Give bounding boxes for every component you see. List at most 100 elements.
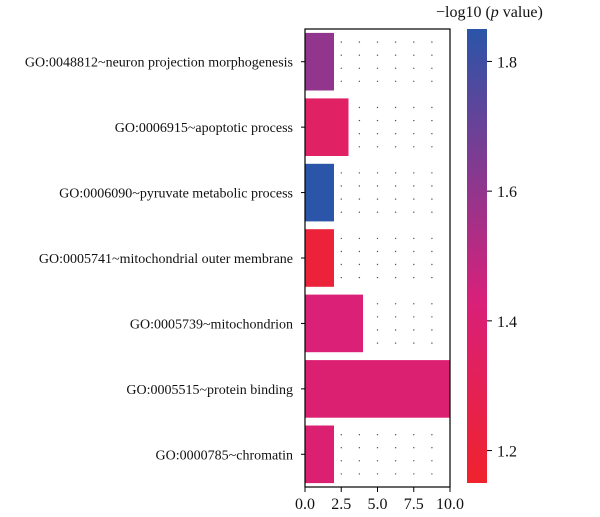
grid-dot [431,133,433,135]
grid-dot [340,263,342,266]
grid-dot [394,460,397,462]
colorbar-ticks: 1.2 1.4 1.6 1.8 [487,54,517,461]
grid-dot [340,276,342,279]
grid-dot [413,133,415,135]
grid-dot [431,106,433,109]
grid-dot [431,80,433,83]
grid-dot [358,237,361,240]
grid-dot [394,54,397,56]
grid-dot [376,460,379,462]
grid-dot [376,80,379,83]
colorbar: 1.2 1.4 1.6 1.8 −log10 (p value) [436,4,543,483]
bar [305,360,450,418]
bar [305,294,363,353]
grid-dot [431,329,433,331]
colorbar-tick-label: 1.4 [497,314,517,331]
grid-dot [431,67,433,70]
grid-dot [376,447,379,449]
grid-dot [376,316,379,318]
grid-dot [358,172,361,174]
grid-dot [394,106,397,109]
grid-dot [413,54,415,56]
grid-dot [413,106,415,109]
grid-dot [358,54,361,56]
grid-dot [394,250,397,253]
grid-dot [340,211,342,213]
grid-dot [358,198,361,200]
grid-dot [376,133,379,135]
grid-dot [394,80,397,83]
grid-dot [340,41,342,43]
bar [305,98,349,156]
grid-dot [431,447,433,449]
grid-dot [376,329,379,331]
bars [305,32,450,484]
grid-dot [394,119,397,122]
x-tick-label: 2.5 [331,496,351,513]
colorbar-title-italic: p [490,4,499,21]
grid-dot [376,67,379,70]
grid-dot [413,119,415,122]
grid-dot [340,185,342,187]
grid-dot [413,172,415,174]
grid-dot [358,211,361,213]
grid-dot [358,41,361,43]
grid-dot [394,133,397,135]
grid-dot [358,460,361,462]
colorbar-tick-label: 1.2 [497,444,517,461]
grid-dot [376,263,379,266]
grid-dot [376,473,379,475]
colorbar-title-prefix: −log10 ( [436,4,491,21]
category-labels: GO:0048812~neuron projection morphogenes… [25,56,305,463]
grid-dot [413,303,415,305]
grid-dot [358,106,361,109]
grid-dot [413,80,415,83]
grid-dot [431,54,433,56]
grid-dot [431,250,433,253]
grid-dot [376,146,379,148]
grid-dot [413,447,415,449]
grid-dot [358,473,361,475]
grid-dot [340,434,342,436]
grid-dot [394,276,397,279]
grid-dot [376,185,379,187]
grid-dot [358,185,361,187]
grid-dot [376,434,379,436]
grid-dot [431,473,433,475]
grid-dot [358,119,361,122]
grid-dot [413,460,415,462]
grid-dot [358,447,361,449]
grid-dot [340,460,342,462]
grid-dot [394,146,397,148]
grid-dot [376,342,379,344]
category-label: GO:0005741~mitochondrial outer membrane [39,252,293,267]
grid-dot [413,211,415,213]
grid-dot [376,250,379,253]
grid-dot [413,250,415,253]
grid-dot [413,41,415,43]
grid-dot [413,316,415,318]
grid-dot [358,133,361,135]
colorbar-title-suffix: value) [499,4,543,21]
grid-dot [431,185,433,187]
grid-dot [413,434,415,436]
grid-dot [394,447,397,449]
x-axis: 0.0 2.5 5.0 7.5 10.0 [295,487,464,513]
grid-dot [413,342,415,344]
grid-dot [413,237,415,240]
grid-dot [431,211,433,213]
x-tick-label: 10.0 [436,496,464,513]
bar [305,32,334,91]
grid-dot [394,198,397,200]
grid-dot [413,198,415,200]
grid-dot [340,67,342,70]
grid-dot [340,237,342,240]
bar [305,229,334,287]
grid-dot [376,119,379,122]
grid-dot [340,250,342,253]
grid-dot [413,146,415,148]
grid-dot [431,146,433,148]
category-label: GO:0005515~protein binding [126,383,293,398]
grid-dot [394,237,397,240]
grid-dot [394,211,397,213]
